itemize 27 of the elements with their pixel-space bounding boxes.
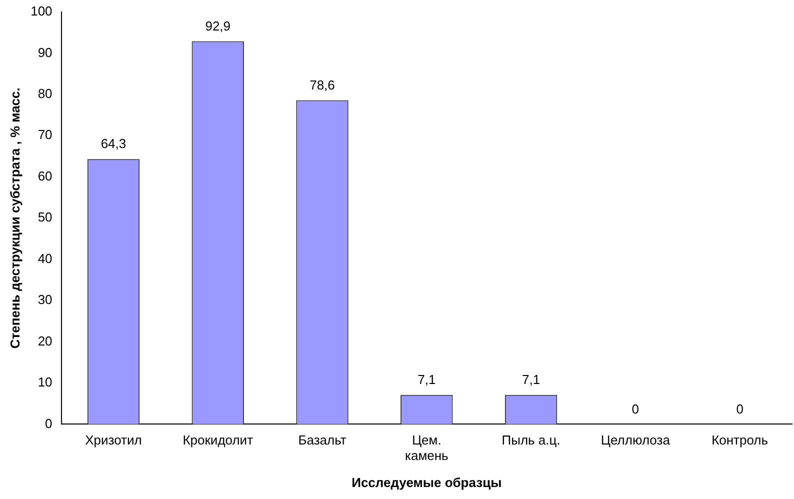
data-label: 7,1 [522, 372, 540, 388]
data-label: 7,1 [418, 372, 436, 388]
data-label: 92,9 [205, 18, 231, 34]
x-tick-label: Целлюлоза [600, 432, 671, 448]
y-tick-label: 30 [38, 292, 52, 308]
y-tick-label: 50 [38, 210, 52, 225]
y-tick-label: 0 [45, 416, 52, 431]
y-tick-label: 80 [38, 86, 52, 102]
y-tick-label: 100 [30, 4, 52, 19]
x-tick-label: Контроль [712, 432, 768, 448]
x-tick-label: Базальт [298, 432, 346, 448]
y-tick-label: 10 [38, 374, 52, 390]
data-label: 64,3 [100, 136, 126, 152]
x-axis-title: Исследуемые образцы [352, 474, 502, 490]
y-axis-title: Степень деструкции субстрата , % масс. [7, 88, 22, 349]
y-tick-label: 60 [38, 168, 52, 184]
x-tick-label: Пыль а.ц. [502, 432, 560, 448]
y-tick-label: 90 [38, 44, 52, 60]
y-tick-label: 70 [38, 127, 52, 142]
x-tick-label: Хризотил [85, 432, 142, 448]
data-label: 0 [736, 401, 744, 416]
y-tick-label: 20 [38, 333, 52, 348]
x-tick-label: Цем. камень [404, 432, 449, 464]
x-tick-label: Крокидолит [182, 432, 254, 448]
data-label: 78,6 [310, 77, 335, 92]
data-label: 0 [632, 401, 640, 416]
y-tick-label: 40 [38, 250, 52, 266]
